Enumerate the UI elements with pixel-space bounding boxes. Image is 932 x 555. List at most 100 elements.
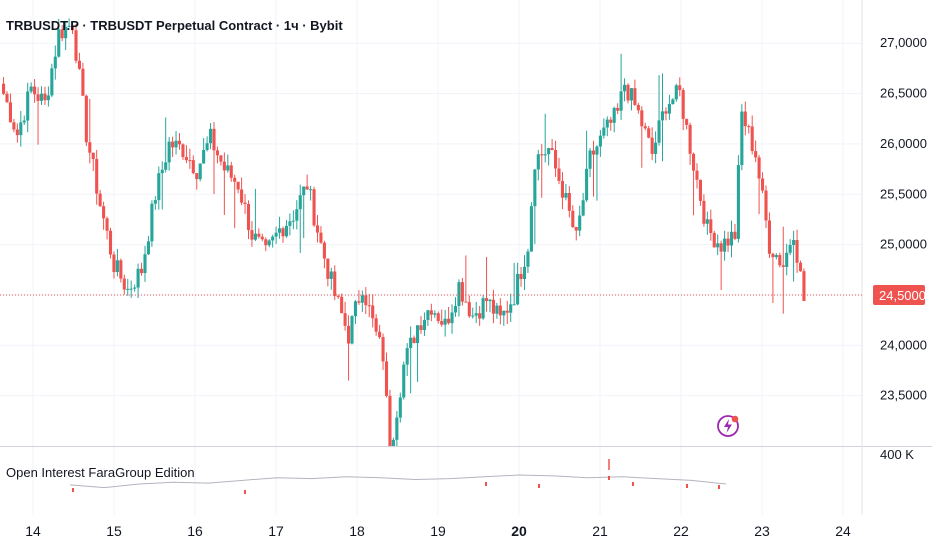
y-tick-label: 24,0000 xyxy=(880,337,927,352)
candle xyxy=(236,181,240,194)
candle xyxy=(181,143,185,160)
y-tick-label: 26,5000 xyxy=(880,86,927,101)
lightning-icon[interactable] xyxy=(714,411,744,441)
candle xyxy=(540,144,544,198)
candle xyxy=(781,226,785,314)
indicator-title: Open Interest FaraGroup Edition xyxy=(6,465,195,480)
candle xyxy=(284,220,288,238)
candle xyxy=(278,216,282,239)
candle xyxy=(215,146,219,164)
candle xyxy=(67,18,71,28)
current-price-label: 24,5000 xyxy=(879,288,926,303)
candle xyxy=(457,279,461,317)
candle xyxy=(353,299,357,324)
candle xyxy=(140,262,144,276)
candle xyxy=(602,118,606,139)
candle xyxy=(188,148,192,169)
candle xyxy=(350,315,354,345)
candle xyxy=(398,392,402,423)
candle xyxy=(409,326,413,394)
candle xyxy=(471,307,475,319)
candle xyxy=(95,149,99,205)
candle xyxy=(488,298,492,313)
candle xyxy=(792,230,796,282)
candle xyxy=(578,205,582,237)
candle xyxy=(343,301,347,331)
candle xyxy=(395,411,399,446)
candle xyxy=(705,211,709,235)
candle xyxy=(15,123,19,143)
candle xyxy=(788,239,792,256)
candle xyxy=(640,106,644,168)
candle xyxy=(560,171,564,210)
candle xyxy=(605,116,609,137)
candle xyxy=(450,304,454,334)
candle xyxy=(754,140,758,163)
candle xyxy=(222,152,226,216)
candle xyxy=(315,215,320,243)
oi-marker xyxy=(244,490,246,494)
candle xyxy=(609,116,613,131)
candle xyxy=(267,239,271,248)
candle xyxy=(371,294,375,328)
candle xyxy=(612,106,616,133)
candle xyxy=(416,325,420,382)
candle xyxy=(698,179,702,206)
candle xyxy=(64,22,68,51)
candle xyxy=(5,91,9,103)
candle xyxy=(229,161,233,182)
candle xyxy=(233,174,237,229)
candle xyxy=(367,293,371,318)
candle xyxy=(453,297,458,317)
candle xyxy=(533,168,537,244)
candle xyxy=(191,155,195,175)
candle xyxy=(478,305,482,326)
candle xyxy=(167,136,171,171)
candle xyxy=(177,133,182,150)
candle xyxy=(246,200,251,240)
candle xyxy=(491,289,495,324)
candle xyxy=(495,302,499,319)
candle xyxy=(46,86,50,107)
oi-marker xyxy=(72,488,74,492)
candle xyxy=(184,145,188,164)
candle xyxy=(554,140,558,177)
x-tick-label: 22 xyxy=(673,523,689,539)
candle xyxy=(512,262,516,306)
candle xyxy=(153,196,157,210)
candle xyxy=(581,193,585,217)
candle xyxy=(536,149,540,181)
candle xyxy=(505,300,509,324)
candle xyxy=(329,267,333,290)
candle xyxy=(322,240,326,269)
candle xyxy=(502,310,506,326)
candle xyxy=(733,223,737,241)
candle xyxy=(412,335,416,344)
candle xyxy=(447,306,451,325)
candle xyxy=(509,293,513,322)
candle xyxy=(312,186,316,227)
candle xyxy=(115,248,119,277)
candle xyxy=(84,94,88,146)
candle xyxy=(171,136,175,157)
candle xyxy=(643,122,647,131)
candle xyxy=(460,277,464,306)
candle xyxy=(619,53,623,120)
candle xyxy=(778,252,782,268)
candle xyxy=(43,86,47,105)
candle xyxy=(357,290,361,305)
candle xyxy=(767,212,771,259)
x-tick-label: 20 xyxy=(511,523,527,539)
candle xyxy=(53,45,57,80)
candle xyxy=(481,294,485,320)
candle xyxy=(550,138,554,151)
x-tick-label: 17 xyxy=(268,523,284,539)
candle xyxy=(647,126,651,139)
candle xyxy=(633,79,637,106)
candle xyxy=(391,437,395,446)
candle xyxy=(516,262,520,306)
candle xyxy=(529,202,533,252)
candle xyxy=(71,24,75,35)
